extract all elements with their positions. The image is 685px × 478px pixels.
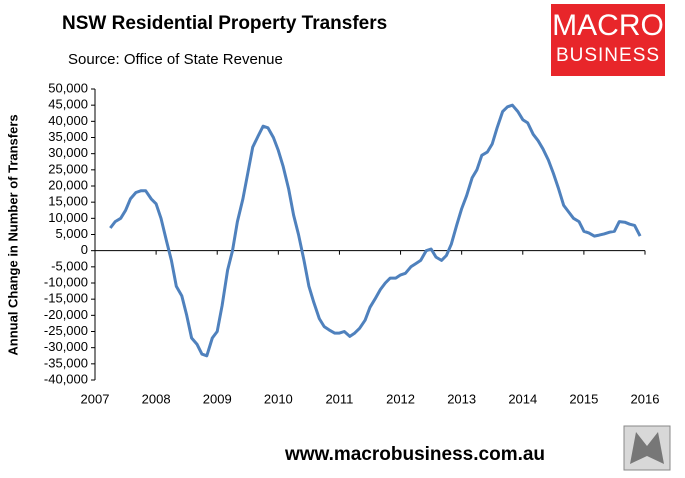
y-tick-label: 0: [81, 242, 88, 257]
chart-subtitle: Source: Office of State Revenue: [68, 51, 283, 68]
x-tick-label: 2010: [264, 391, 293, 406]
y-tick-label: 30,000: [48, 145, 88, 160]
x-tick-label: 2016: [631, 391, 660, 406]
x-tick-label: 2012: [386, 391, 415, 406]
x-tick-label: 2011: [325, 391, 353, 406]
y-tick-label: -10,000: [44, 274, 88, 289]
x-tick-label: 2015: [569, 391, 598, 406]
y-axis-label: Annual Change in Number of Transfers: [5, 114, 20, 355]
y-tick-label: 10,000: [48, 210, 88, 225]
chart-title: NSW Residential Property Transfers: [62, 13, 387, 34]
y-tick-label: -35,000: [44, 355, 88, 370]
y-tick-label: 35,000: [48, 129, 88, 144]
logo-box: [551, 4, 665, 76]
wolf-shape: [630, 432, 664, 464]
y-tick-label: -40,000: [44, 371, 88, 386]
y-tick-label: 40,000: [48, 113, 88, 128]
y-tick-label: -15,000: [44, 291, 88, 306]
x-tick-label: 2007: [81, 391, 110, 406]
line-series: [109, 103, 642, 358]
y-tick-label: 45,000: [48, 97, 88, 112]
y-tick-label: -5,000: [51, 258, 88, 273]
y-tick-label: -30,000: [44, 339, 88, 354]
y-tick-label: 20,000: [48, 177, 88, 192]
logo-top: MACRO: [552, 9, 664, 42]
y-tick-label: 25,000: [48, 161, 88, 176]
y-tick-label: 5,000: [55, 226, 88, 241]
x-tick-label: 2014: [508, 391, 537, 406]
y-tick-label: 50,000: [48, 80, 88, 95]
x-tick-label: 2009: [203, 391, 232, 406]
y-tick-label: -25,000: [44, 323, 88, 338]
footer-url: www.macrobusiness.com.au: [284, 444, 545, 465]
x-tick-label: 2008: [142, 391, 171, 406]
y-tick-label: -20,000: [44, 307, 88, 322]
y-tick-label: 15,000: [48, 194, 88, 209]
x-tick-label: 2013: [447, 391, 476, 406]
logo-bottom: BUSINESS: [556, 45, 660, 66]
